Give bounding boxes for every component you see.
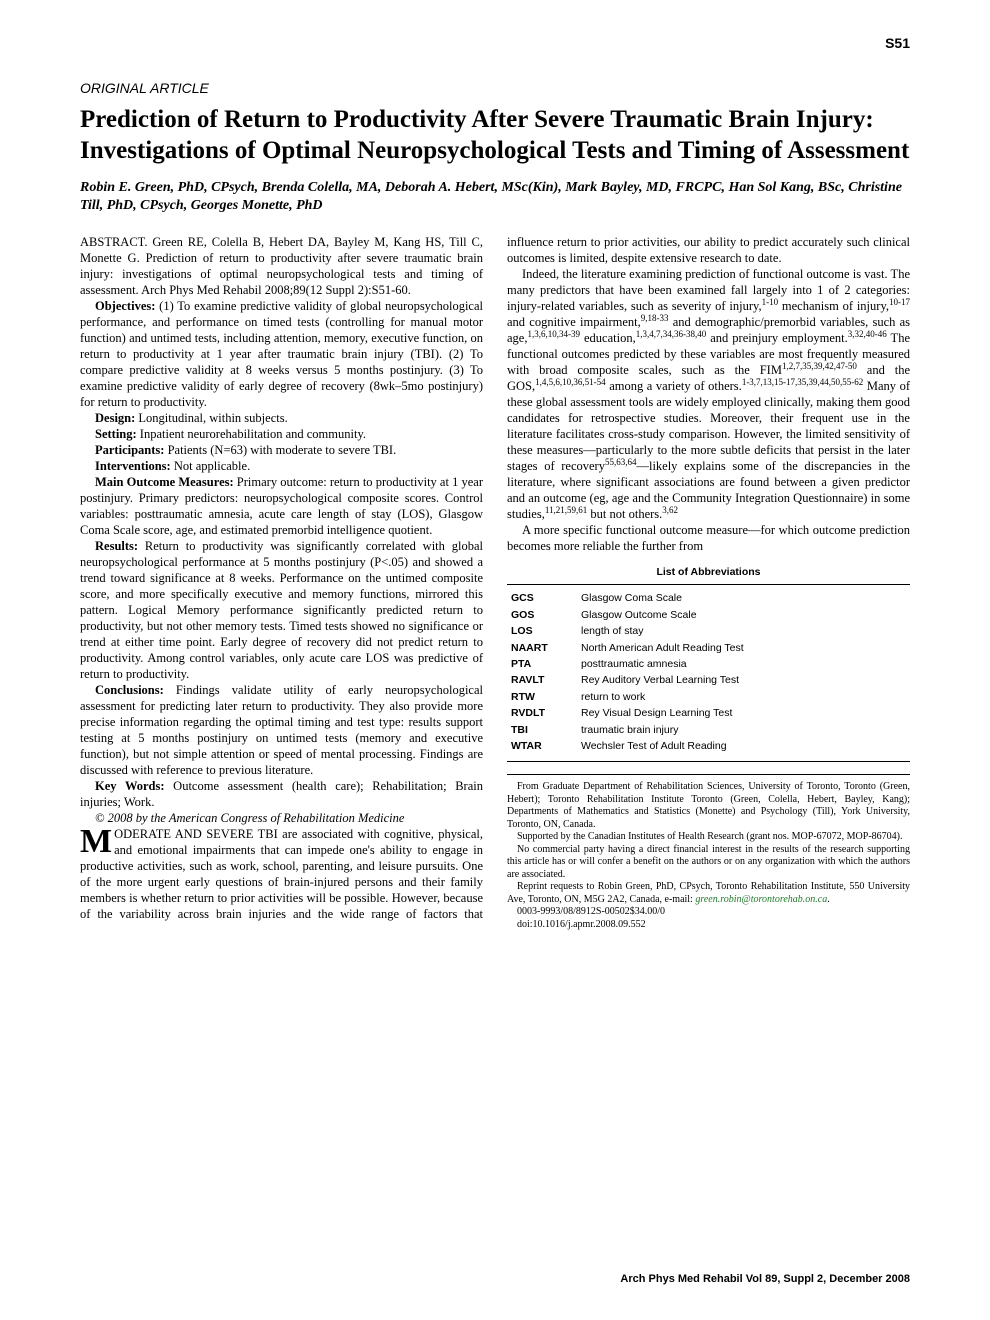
abbrev-val: Wechsler Test of Adult Reading (581, 740, 906, 753)
abbreviations-table: GCSGlasgow Coma ScaleGOSGlasgow Outcome … (507, 584, 910, 762)
abbrev-val: North American Adult Reading Test (581, 642, 906, 655)
interventions-para: Interventions: Not applicable. (80, 458, 483, 474)
abbrev-row: GCSGlasgow Coma Scale (511, 591, 906, 607)
results-label: Results: (95, 539, 138, 553)
abbrev-val: Glasgow Coma Scale (581, 592, 906, 605)
participants-label: Participants: (95, 443, 164, 457)
ref-sup-9: 1-3,7,13,15-17,35,39,44,50,55-62 (742, 377, 864, 387)
keywords-label: Key Words: (95, 779, 165, 793)
design-text: Longitudinal, within subjects. (135, 411, 287, 425)
design-label: Design: (95, 411, 135, 425)
abbrev-row: NAARTNorth American Adult Reading Test (511, 640, 906, 656)
abbrev-val: Rey Auditory Verbal Learning Test (581, 674, 906, 687)
abbrev-key: TBI (511, 724, 581, 737)
ref-sup-12: 3,62 (662, 505, 678, 515)
abstract-citation-text: ABSTRACT. Green RE, Colella B, Hebert DA… (80, 235, 483, 297)
results-text: Return to productivity was significantly… (80, 539, 483, 681)
design-para: Design: Longitudinal, within subjects. (80, 410, 483, 426)
authors-line: Robin E. Green, PhD, CPsych, Brenda Cole… (80, 179, 910, 217)
abbrev-val: Rey Visual Design Learning Test (581, 707, 906, 720)
abbrev-row: RVDLTRey Visual Design Learning Test (511, 706, 906, 722)
abstract-citation: ABSTRACT. Green RE, Colella B, Hebert DA… (80, 234, 483, 298)
setting-para: Setting: Inpatient neurorehabilitation a… (80, 426, 483, 442)
ref-sup-10: 55,63,64 (605, 457, 637, 467)
two-column-body: ABSTRACT. Green RE, Colella B, Hebert DA… (80, 234, 910, 931)
abbrev-row: GOSGlasgow Outcome Scale (511, 607, 906, 623)
footnote-issn: 0003-9993/08/8912S-00502$34.00/0 (507, 906, 910, 919)
setting-label: Setting: (95, 427, 137, 441)
intro-para-3: A more specific functional outcome measu… (507, 522, 910, 554)
outcomes-label: Main Outcome Measures: (95, 475, 234, 489)
ref-sup-4: 1,3,6,10,34-39 (527, 329, 580, 339)
results-para: Results: Return to productivity was sign… (80, 538, 483, 682)
outcomes-para: Main Outcome Measures: Primary outcome: … (80, 474, 483, 538)
ref-sup-2: 10-17 (889, 297, 910, 307)
reprint-email[interactable]: green.robin@torontorehab.on.ca (695, 894, 827, 905)
p2-c: and cognitive impairment, (507, 315, 641, 329)
abbrev-row: PTAposttraumatic amnesia (511, 656, 906, 672)
keywords-para: Key Words: Outcome assessment (health ca… (80, 778, 483, 810)
ref-sup-8: 1,4,5,6,10,36,51-54 (535, 377, 606, 387)
abbrev-key: RTW (511, 691, 581, 704)
footnote-reprint: Reprint requests to Robin Green, PhD, CP… (507, 881, 910, 906)
abbrev-val: posttraumatic amnesia (581, 658, 906, 671)
ref-sup-1: 1-10 (762, 297, 779, 307)
p2-f: and preinjury employment. (706, 331, 848, 345)
ref-sup-7: 1,2,7,35,39,42,47-50 (782, 361, 857, 371)
setting-text: Inpatient neurorehabilitation and commun… (137, 427, 366, 441)
footnote-conflict: No commercial party having a direct fina… (507, 844, 910, 882)
abbrev-row: RAVLTRey Auditory Verbal Learning Test (511, 673, 906, 689)
abbrev-row: RTWreturn to work (511, 689, 906, 705)
footnote-doi: doi:10.1016/j.apmr.2008.09.552 (507, 919, 910, 932)
conclusions-para: Conclusions: Findings validate utility o… (80, 682, 483, 778)
intro-para-2: Indeed, the literature examining predict… (507, 266, 910, 522)
abbrev-key: RVDLT (511, 707, 581, 720)
p2-b: mechanism of injury, (778, 299, 889, 313)
p2-e: education, (580, 331, 636, 345)
intro-smallcaps: ODERATE AND SEVERE TBI (114, 827, 278, 841)
abbrev-key: GOS (511, 609, 581, 622)
abbrev-key: PTA (511, 658, 581, 671)
abbrev-row: WTARWechsler Test of Adult Reading (511, 739, 906, 755)
page-number: S51 (885, 35, 910, 51)
p2-l: but not others. (587, 507, 662, 521)
footnote-supported: Supported by the Canadian Institutes of … (507, 831, 910, 844)
abbrev-row: TBItraumatic brain injury (511, 722, 906, 738)
abbrev-key: NAART (511, 642, 581, 655)
ref-sup-11: 11,21,59,61 (545, 505, 587, 515)
abbrev-val: length of stay (581, 625, 906, 638)
footnote-from: From Graduate Department of Rehabilitati… (507, 781, 910, 831)
dropcap: M (80, 826, 114, 856)
objectives-text: (1) To examine predictive validity of gl… (80, 299, 483, 409)
abbrev-val: traumatic brain injury (581, 724, 906, 737)
ref-sup-5: 1,3,4,7,34,36-38,40 (636, 329, 707, 339)
abbrev-val: Glasgow Outcome Scale (581, 609, 906, 622)
conclusions-text: Findings validate utility of early neuro… (80, 683, 483, 777)
interventions-label: Interventions: (95, 459, 171, 473)
abbrev-key: GCS (511, 592, 581, 605)
objectives-para: Objectives: (1) To examine predictive va… (80, 298, 483, 410)
interventions-text: Not applicable. (171, 459, 251, 473)
copyright-line: © 2008 by the American Congress of Rehab… (80, 810, 483, 826)
ref-sup-6: 3,32,40-46 (848, 329, 887, 339)
article-type: ORIGINAL ARTICLE (80, 80, 910, 96)
abbrev-row: LOSlength of stay (511, 624, 906, 640)
abbrev-key: RAVLT (511, 674, 581, 687)
abbrev-key: LOS (511, 625, 581, 638)
abbrev-key: WTAR (511, 740, 581, 753)
abbrev-val: return to work (581, 691, 906, 704)
participants-para: Participants: Patients (N=63) with moder… (80, 442, 483, 458)
p2-i: among a variety of others. (606, 379, 742, 393)
abbreviations-box: List of Abbreviations GCSGlasgow Coma Sc… (507, 566, 910, 762)
abbreviations-title: List of Abbreviations (507, 566, 910, 583)
participants-text: Patients (N=63) with moderate to severe … (164, 443, 396, 457)
reprint-suffix: . (827, 894, 830, 905)
journal-footer: Arch Phys Med Rehabil Vol 89, Suppl 2, D… (620, 1273, 910, 1285)
ref-sup-3: 9,18-33 (641, 313, 669, 323)
article-footnotes: From Graduate Department of Rehabilitati… (507, 774, 910, 931)
conclusions-label: Conclusions: (95, 683, 164, 697)
article-title: Prediction of Return to Productivity Aft… (80, 104, 910, 167)
objectives-label: Objectives: (95, 299, 155, 313)
